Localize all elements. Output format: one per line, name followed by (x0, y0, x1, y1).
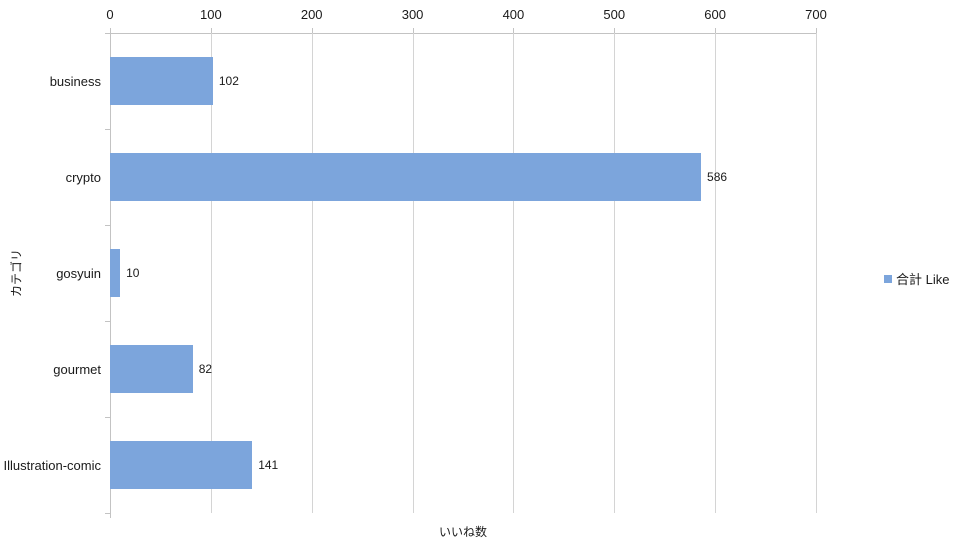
gridline (210, 33, 212, 513)
x-axis-tick (614, 28, 616, 33)
x-axis-line (105, 33, 816, 34)
x-axis-title: いいね数 (438, 525, 488, 539)
y-axis-tick (105, 129, 110, 130)
y-axis-tick (105, 321, 110, 322)
x-tick-label: 300 (401, 7, 424, 22)
gridline (614, 33, 616, 513)
legend: 合計 Like (884, 269, 949, 288)
bar-row: 141 (110, 417, 816, 513)
x-tick-label: 500 (603, 7, 626, 22)
bar-crypto (110, 153, 702, 201)
bar-row: 10 (110, 225, 816, 321)
y-axis-tick (105, 417, 110, 418)
gridline (513, 33, 515, 513)
y-axis-category-labels: business crypto gosyuin gourmet Illustration… (0, 33, 101, 513)
bar-value-label: 82 (198, 362, 213, 376)
bar-business (110, 57, 213, 105)
x-axis-tick (816, 28, 817, 33)
legend-marker-icon (884, 274, 892, 283)
gridline (715, 33, 717, 513)
x-axis-tick (311, 28, 313, 33)
bar-illustration-comic (110, 441, 253, 489)
plot-area: business crypto gosyuin gourmet Illustration… (3, 28, 817, 518)
category-label: crypto (65, 169, 101, 185)
bar-gourmet (110, 345, 193, 393)
bar-value-label: 141 (258, 458, 279, 472)
x-axis-tick (412, 28, 414, 33)
x-axis-tick-labels: 0 100 200 300 400 500 600 700 (106, 6, 826, 24)
bar-row: 82 (110, 321, 816, 417)
x-axis-tick (513, 28, 515, 33)
category-label: business (49, 73, 101, 89)
gridline (816, 33, 817, 513)
x-axis-tick (715, 28, 717, 33)
bar-gosyuin (110, 249, 121, 297)
bar-value-label: 102 (218, 74, 239, 88)
legend-label: 合計 Like (896, 272, 950, 287)
x-tick-label: 200 (300, 7, 323, 22)
y-axis-title: カテゴリ (9, 248, 24, 298)
category-label: gosyuin (56, 265, 101, 281)
y-axis-tick (105, 513, 110, 514)
x-tick-label: 700 (805, 7, 827, 22)
bar-value-label: 586 (707, 170, 728, 184)
category-label: Illustration-comic (3, 457, 101, 473)
bar-value-label: 10 (126, 266, 140, 280)
gridline (412, 33, 414, 513)
category-label: gourmet (53, 361, 101, 377)
gridline (311, 33, 313, 513)
bar-row: 586 (110, 129, 816, 225)
bar-row: 102 (110, 33, 816, 129)
bar-rows: 102 586 10 82 141 (110, 33, 816, 513)
y-axis-tick (105, 33, 110, 34)
y-axis-tick (105, 225, 110, 226)
x-axis-tick (210, 28, 212, 33)
x-tick-label: 0 (106, 7, 114, 22)
x-tick-label: 600 (704, 7, 726, 22)
x-tick-label: 100 (199, 7, 222, 22)
x-tick-label: 400 (502, 7, 525, 22)
